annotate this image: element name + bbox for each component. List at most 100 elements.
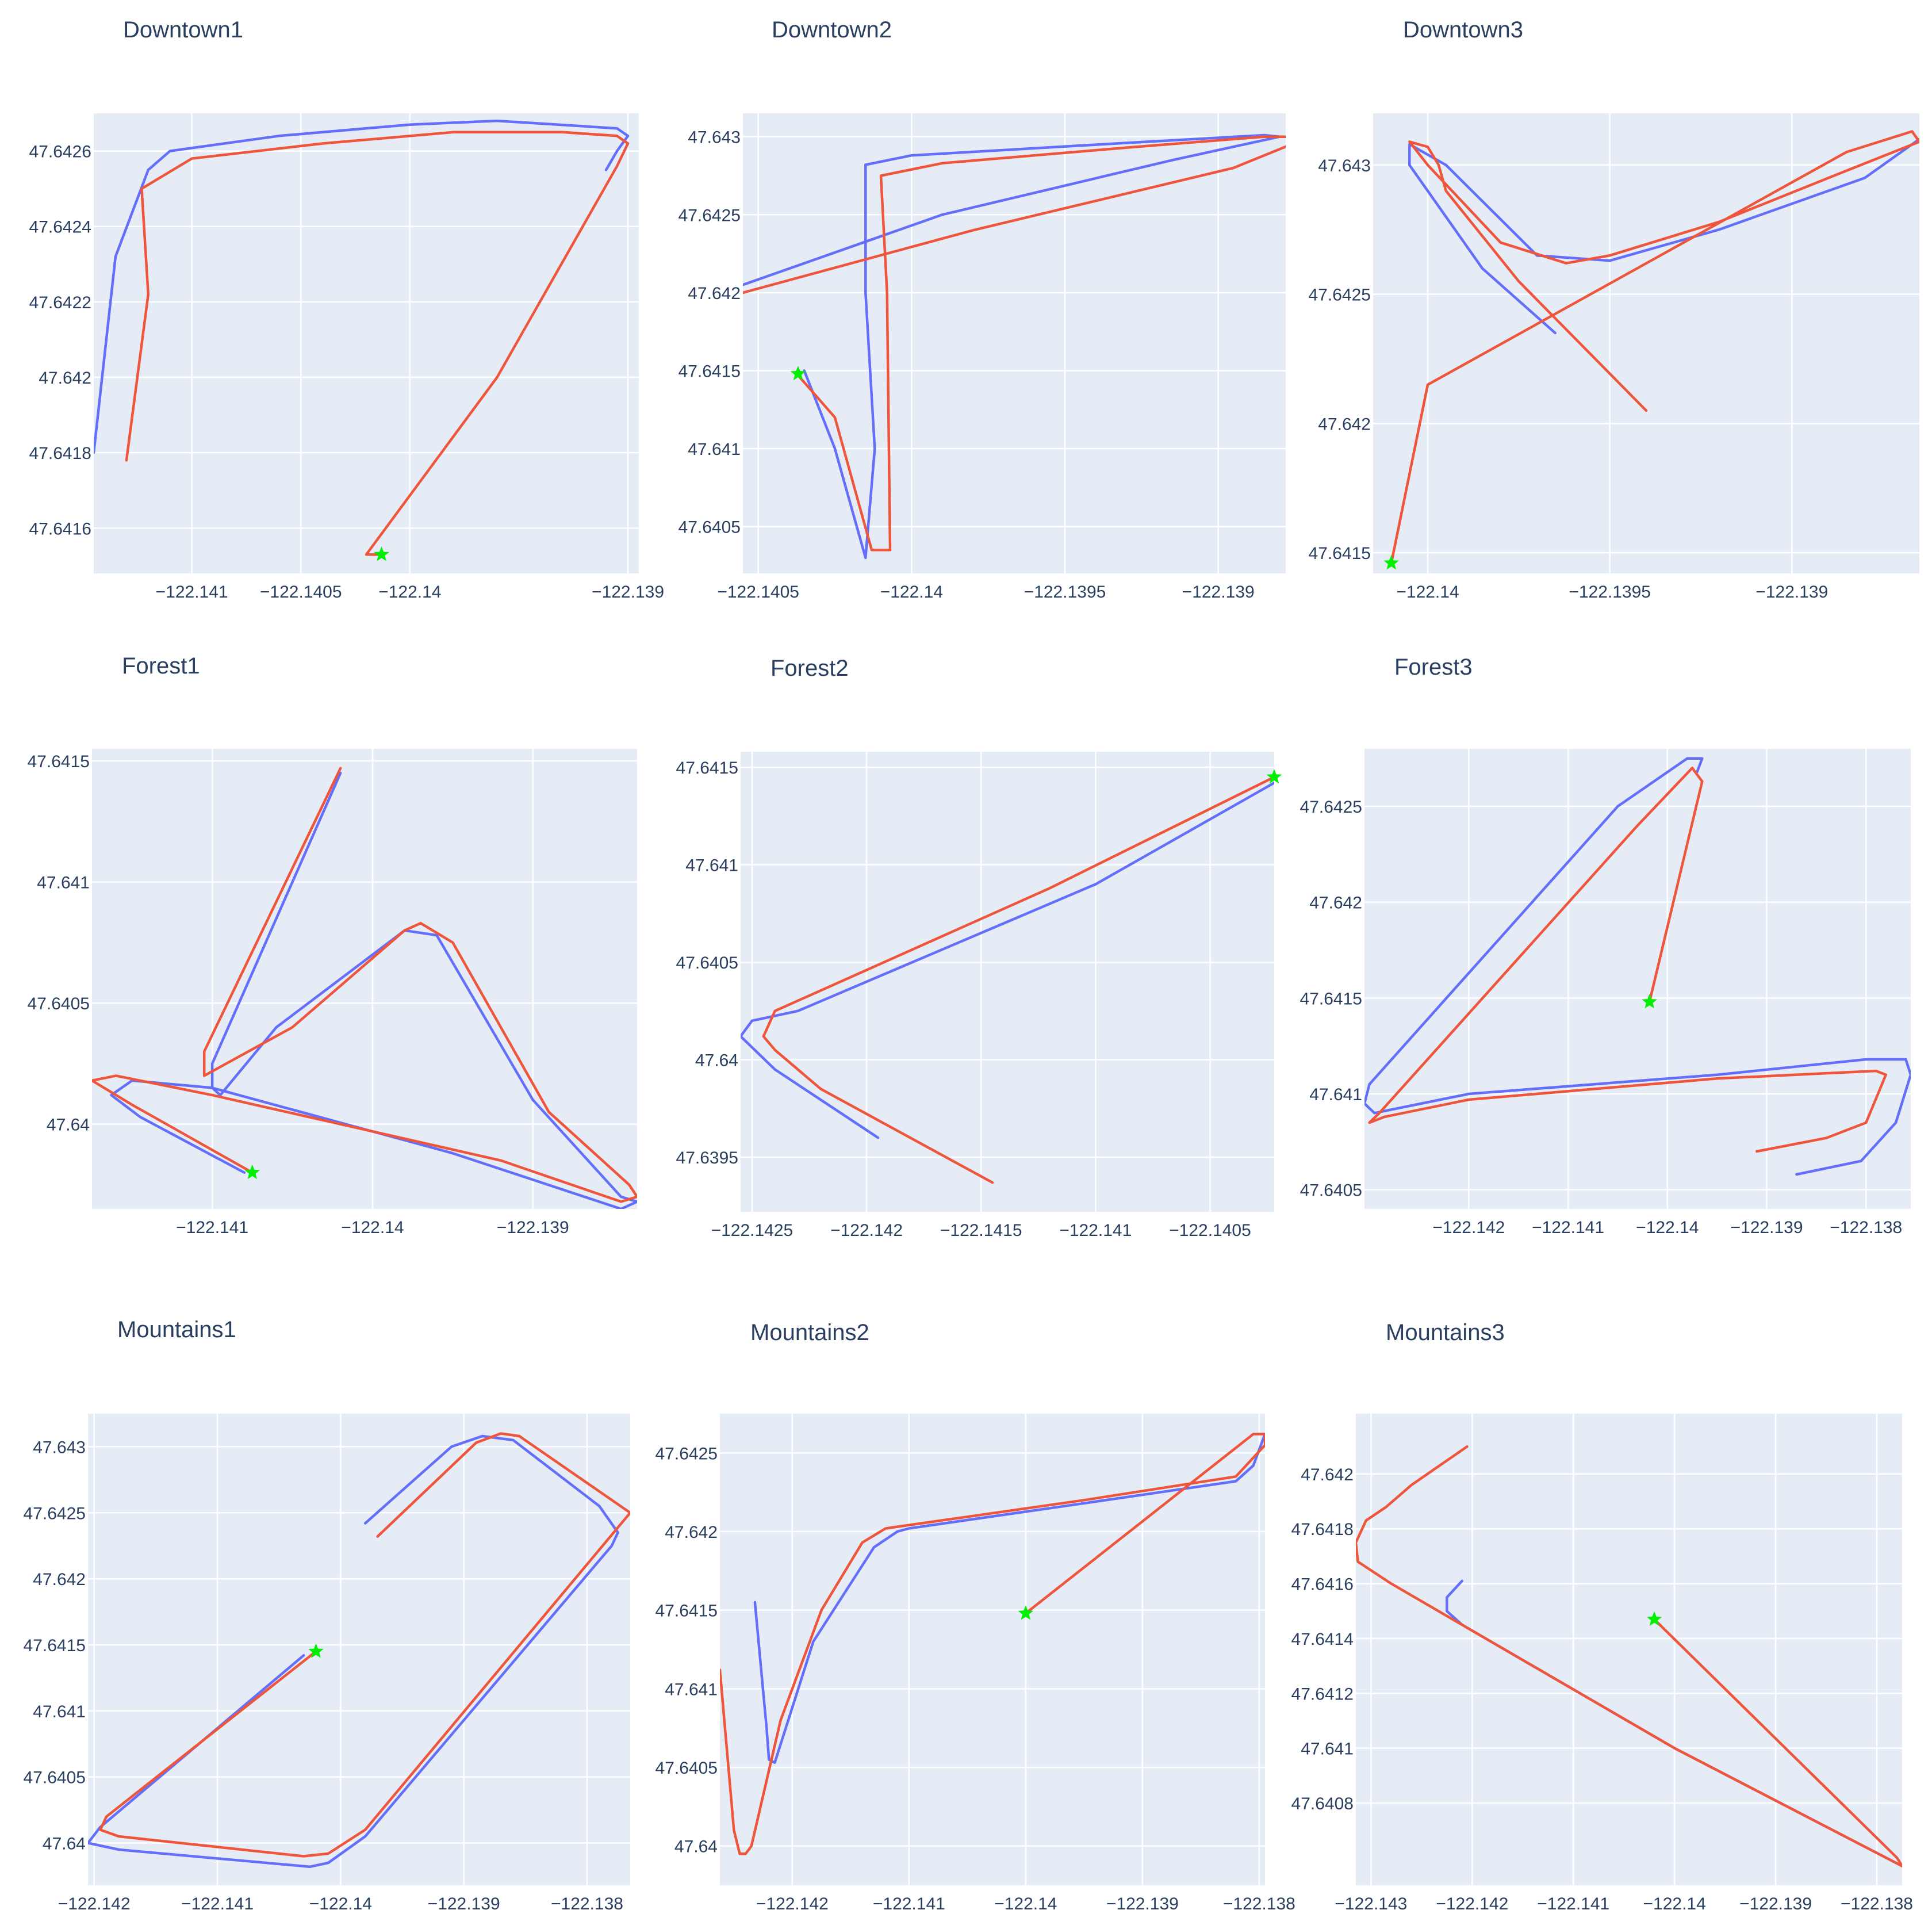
plot-background — [88, 1414, 630, 1885]
start-marker — [1383, 555, 1399, 570]
chart-title: Mountains2 — [750, 1320, 869, 1345]
y-tick-label: 47.6408 — [1291, 1794, 1354, 1813]
y-tick-label: 47.6415 — [28, 752, 90, 771]
x-tick-label: −122.141 — [1532, 1218, 1604, 1237]
y-tick-label: 47.6405 — [678, 518, 741, 537]
x-tick-label: −122.138 — [1223, 1894, 1295, 1910]
y-tick-label: 47.6405 — [1300, 1181, 1362, 1200]
x-tick-label: −122.139 — [1739, 1894, 1812, 1910]
y-tick-label: 47.6415 — [1300, 989, 1362, 1008]
x-tick-label: −122.142 — [756, 1894, 829, 1910]
x-tick-label: −122.141 — [1059, 1221, 1132, 1240]
x-tick-label: −122.142 — [58, 1894, 131, 1910]
y-tick-label: 47.642 — [39, 369, 91, 388]
x-tick-label: −122.141 — [176, 1218, 248, 1237]
x-tick-label: −122.142 — [1432, 1218, 1505, 1237]
x-tick-label: −122.14 — [309, 1894, 372, 1910]
trajectory-line — [741, 781, 1274, 1139]
trajectory-line — [1390, 130, 1919, 565]
start-marker — [1646, 1611, 1662, 1626]
start-marker — [790, 365, 806, 381]
y-tick-label: 47.6425 — [1300, 798, 1362, 817]
x-tick-label: −122.139 — [1106, 1894, 1179, 1910]
y-tick-label: 47.6416 — [29, 519, 91, 538]
y-tick-label: 47.6412 — [1291, 1685, 1354, 1704]
x-tick-label: −122.139 — [592, 583, 664, 602]
trajectory-line — [125, 131, 630, 556]
chart-title: Downtown2 — [772, 17, 892, 43]
y-tick-label: 47.6395 — [676, 1149, 738, 1168]
y-tick-label: 47.6405 — [28, 994, 90, 1013]
y-tick-label: 47.6415 — [1309, 544, 1371, 563]
y-tick-label: 47.6425 — [656, 1444, 718, 1463]
y-tick-label: 47.6415 — [676, 759, 738, 778]
y-tick-label: 47.6415 — [24, 1636, 86, 1655]
x-tick-label: −122.14 — [1636, 1218, 1699, 1237]
y-tick-label: 47.642 — [665, 1523, 718, 1542]
trajectory-line — [720, 1433, 1265, 1855]
x-tick-label: −122.1395 — [1569, 583, 1651, 602]
y-tick-label: 47.6415 — [656, 1602, 718, 1621]
y-tick-label: 47.643 — [1318, 156, 1371, 175]
y-tick-label: 47.64 — [695, 1051, 738, 1070]
y-tick-label: 47.641 — [688, 440, 741, 459]
trajectory-line — [92, 767, 637, 1203]
chart-title: Mountains1 — [117, 1317, 236, 1342]
y-tick-label: 47.641 — [665, 1680, 718, 1699]
trajectory-line — [110, 771, 637, 1209]
trajectory-line — [743, 135, 1286, 552]
y-tick-label: 47.6426 — [29, 143, 91, 162]
x-tick-label: −122.138 — [1841, 1894, 1913, 1910]
y-tick-label: 47.64 — [674, 1838, 718, 1857]
y-tick-label: 47.643 — [688, 128, 741, 147]
trajectory-line — [762, 775, 1274, 1184]
plot-background — [1356, 1414, 1902, 1885]
x-tick-label: −122.141 — [873, 1894, 945, 1910]
x-tick-label: −122.143 — [1335, 1894, 1407, 1910]
x-tick-label: −122.1405 — [717, 583, 799, 602]
y-tick-label: 47.6405 — [676, 954, 738, 973]
x-tick-label: −122.14 — [994, 1894, 1057, 1910]
x-tick-label: −122.142 — [830, 1221, 903, 1240]
y-tick-label: 47.641 — [1301, 1740, 1354, 1759]
y-tick-label: 47.6415 — [678, 362, 741, 381]
x-tick-label: −122.139 — [1731, 1218, 1803, 1237]
x-tick-label: −122.1415 — [940, 1221, 1022, 1240]
y-tick-label: 47.6425 — [678, 206, 741, 225]
x-tick-label: −122.14 — [378, 583, 441, 602]
x-tick-label: −122.14 — [1396, 583, 1459, 602]
x-tick-label: −122.14 — [341, 1218, 404, 1237]
x-tick-label: −122.1425 — [711, 1221, 793, 1240]
start-marker — [244, 1164, 260, 1180]
y-tick-label: 47.6425 — [1309, 286, 1371, 305]
y-tick-label: 47.6424 — [29, 218, 91, 237]
x-tick-label: −122.1405 — [260, 583, 342, 602]
y-tick-label: 47.6405 — [656, 1759, 718, 1778]
y-tick-label: 47.6422 — [29, 293, 91, 312]
x-tick-label: −122.138 — [551, 1894, 623, 1910]
y-tick-label: 47.642 — [688, 284, 741, 303]
start-marker — [374, 546, 389, 561]
plot-background — [741, 752, 1274, 1212]
trajectory-line — [1356, 1445, 1902, 1867]
chart-title: Downtown3 — [1403, 17, 1524, 43]
x-tick-label: −122.14 — [1643, 1894, 1706, 1910]
x-tick-label: −122.138 — [1830, 1218, 1902, 1237]
y-tick-label: 47.64 — [43, 1834, 86, 1853]
trajectory-line — [753, 1433, 1265, 1764]
chart-title: Forest1 — [122, 653, 200, 679]
y-tick-label: 47.64 — [47, 1116, 90, 1135]
x-tick-label: −122.139 — [497, 1218, 569, 1237]
y-tick-label: 47.6418 — [1291, 1520, 1354, 1539]
trajectory-line — [88, 1434, 619, 1869]
start-marker — [1018, 1605, 1034, 1620]
x-tick-label: −122.141 — [181, 1894, 254, 1910]
trajectory-line — [1408, 137, 1919, 335]
